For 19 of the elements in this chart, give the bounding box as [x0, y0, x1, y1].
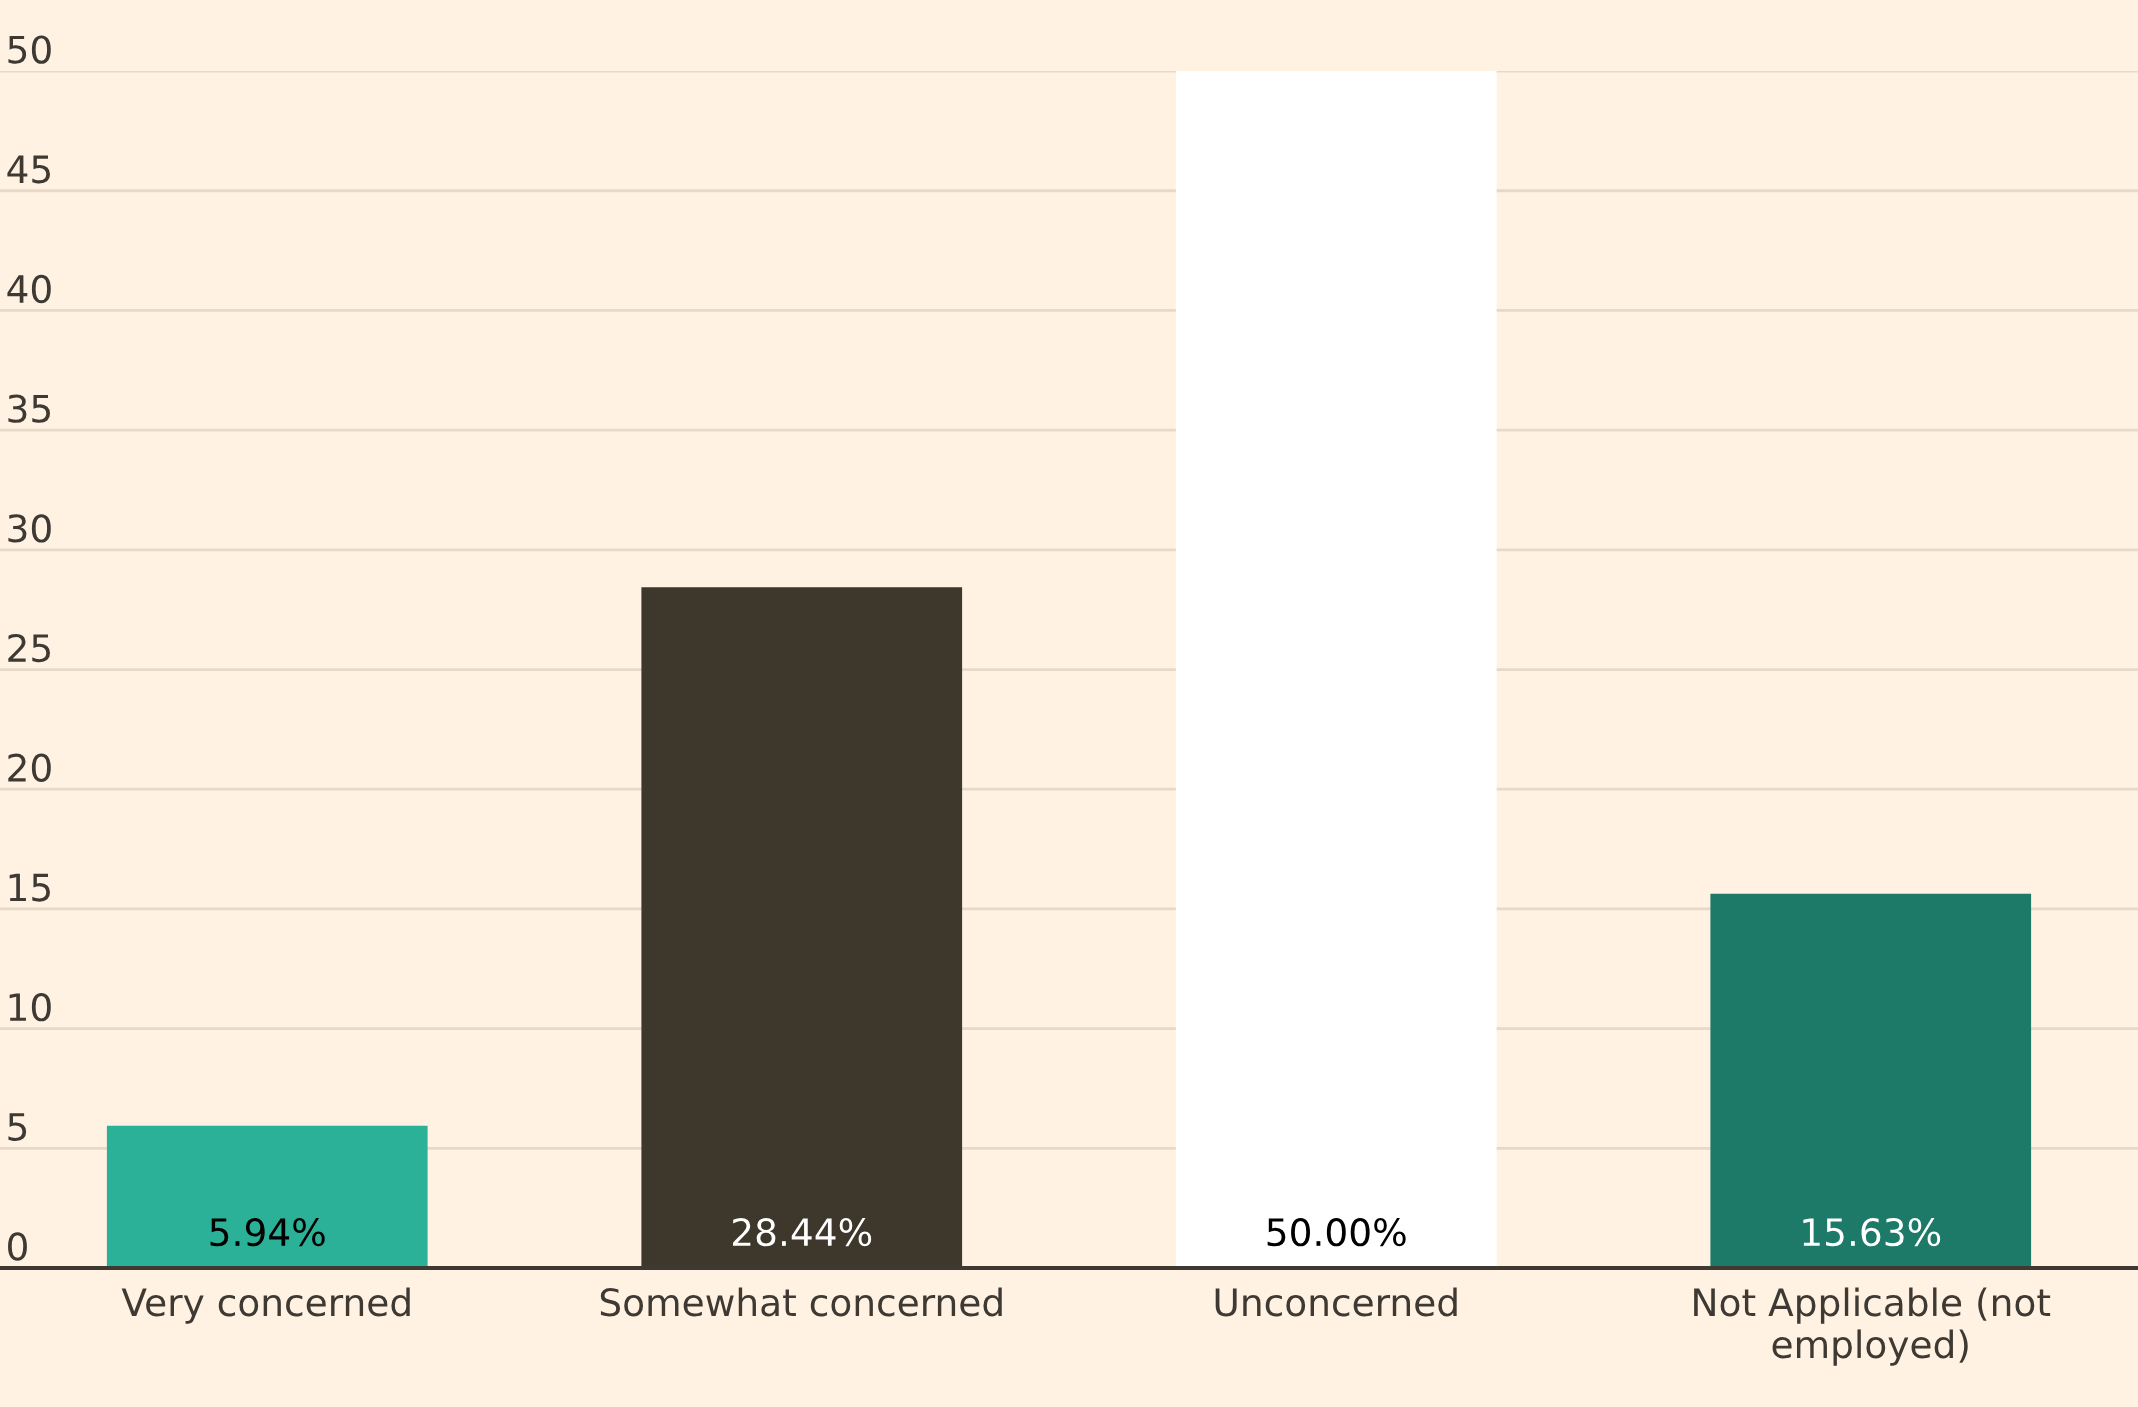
- data-label: 15.63%: [1803, 1217, 1941, 1247]
- y-tick-label: 20: [8, 753, 51, 782]
- y-tick-label: 50: [8, 35, 51, 64]
- y-tick-label: 30: [8, 514, 51, 543]
- y-tick-label: 10: [9, 992, 51, 1022]
- y-tick-label: 45: [7, 155, 50, 184]
- x-tick-label: Unconcerned: [1215, 1287, 1457, 1317]
- data-label: 28.44%: [733, 1217, 872, 1247]
- data-label: 5.94%: [210, 1217, 325, 1247]
- y-tick-label: 35: [8, 394, 50, 423]
- y-tick-label: 40: [7, 274, 51, 304]
- x-tick-label: Very concerned: [121, 1287, 410, 1324]
- y-tick-label: 25: [8, 633, 50, 663]
- x-tick-label: Somewhat concerned: [600, 1287, 1002, 1317]
- y-tick-label: 15: [9, 873, 50, 902]
- x-tick-label: Not Applicable (not employed): [1694, 1287, 2051, 1366]
- y-tick-label: 5: [8, 1113, 27, 1142]
- data-label: 50.00%: [1267, 1217, 1406, 1247]
- y-tick-label: 0: [8, 1232, 27, 1261]
